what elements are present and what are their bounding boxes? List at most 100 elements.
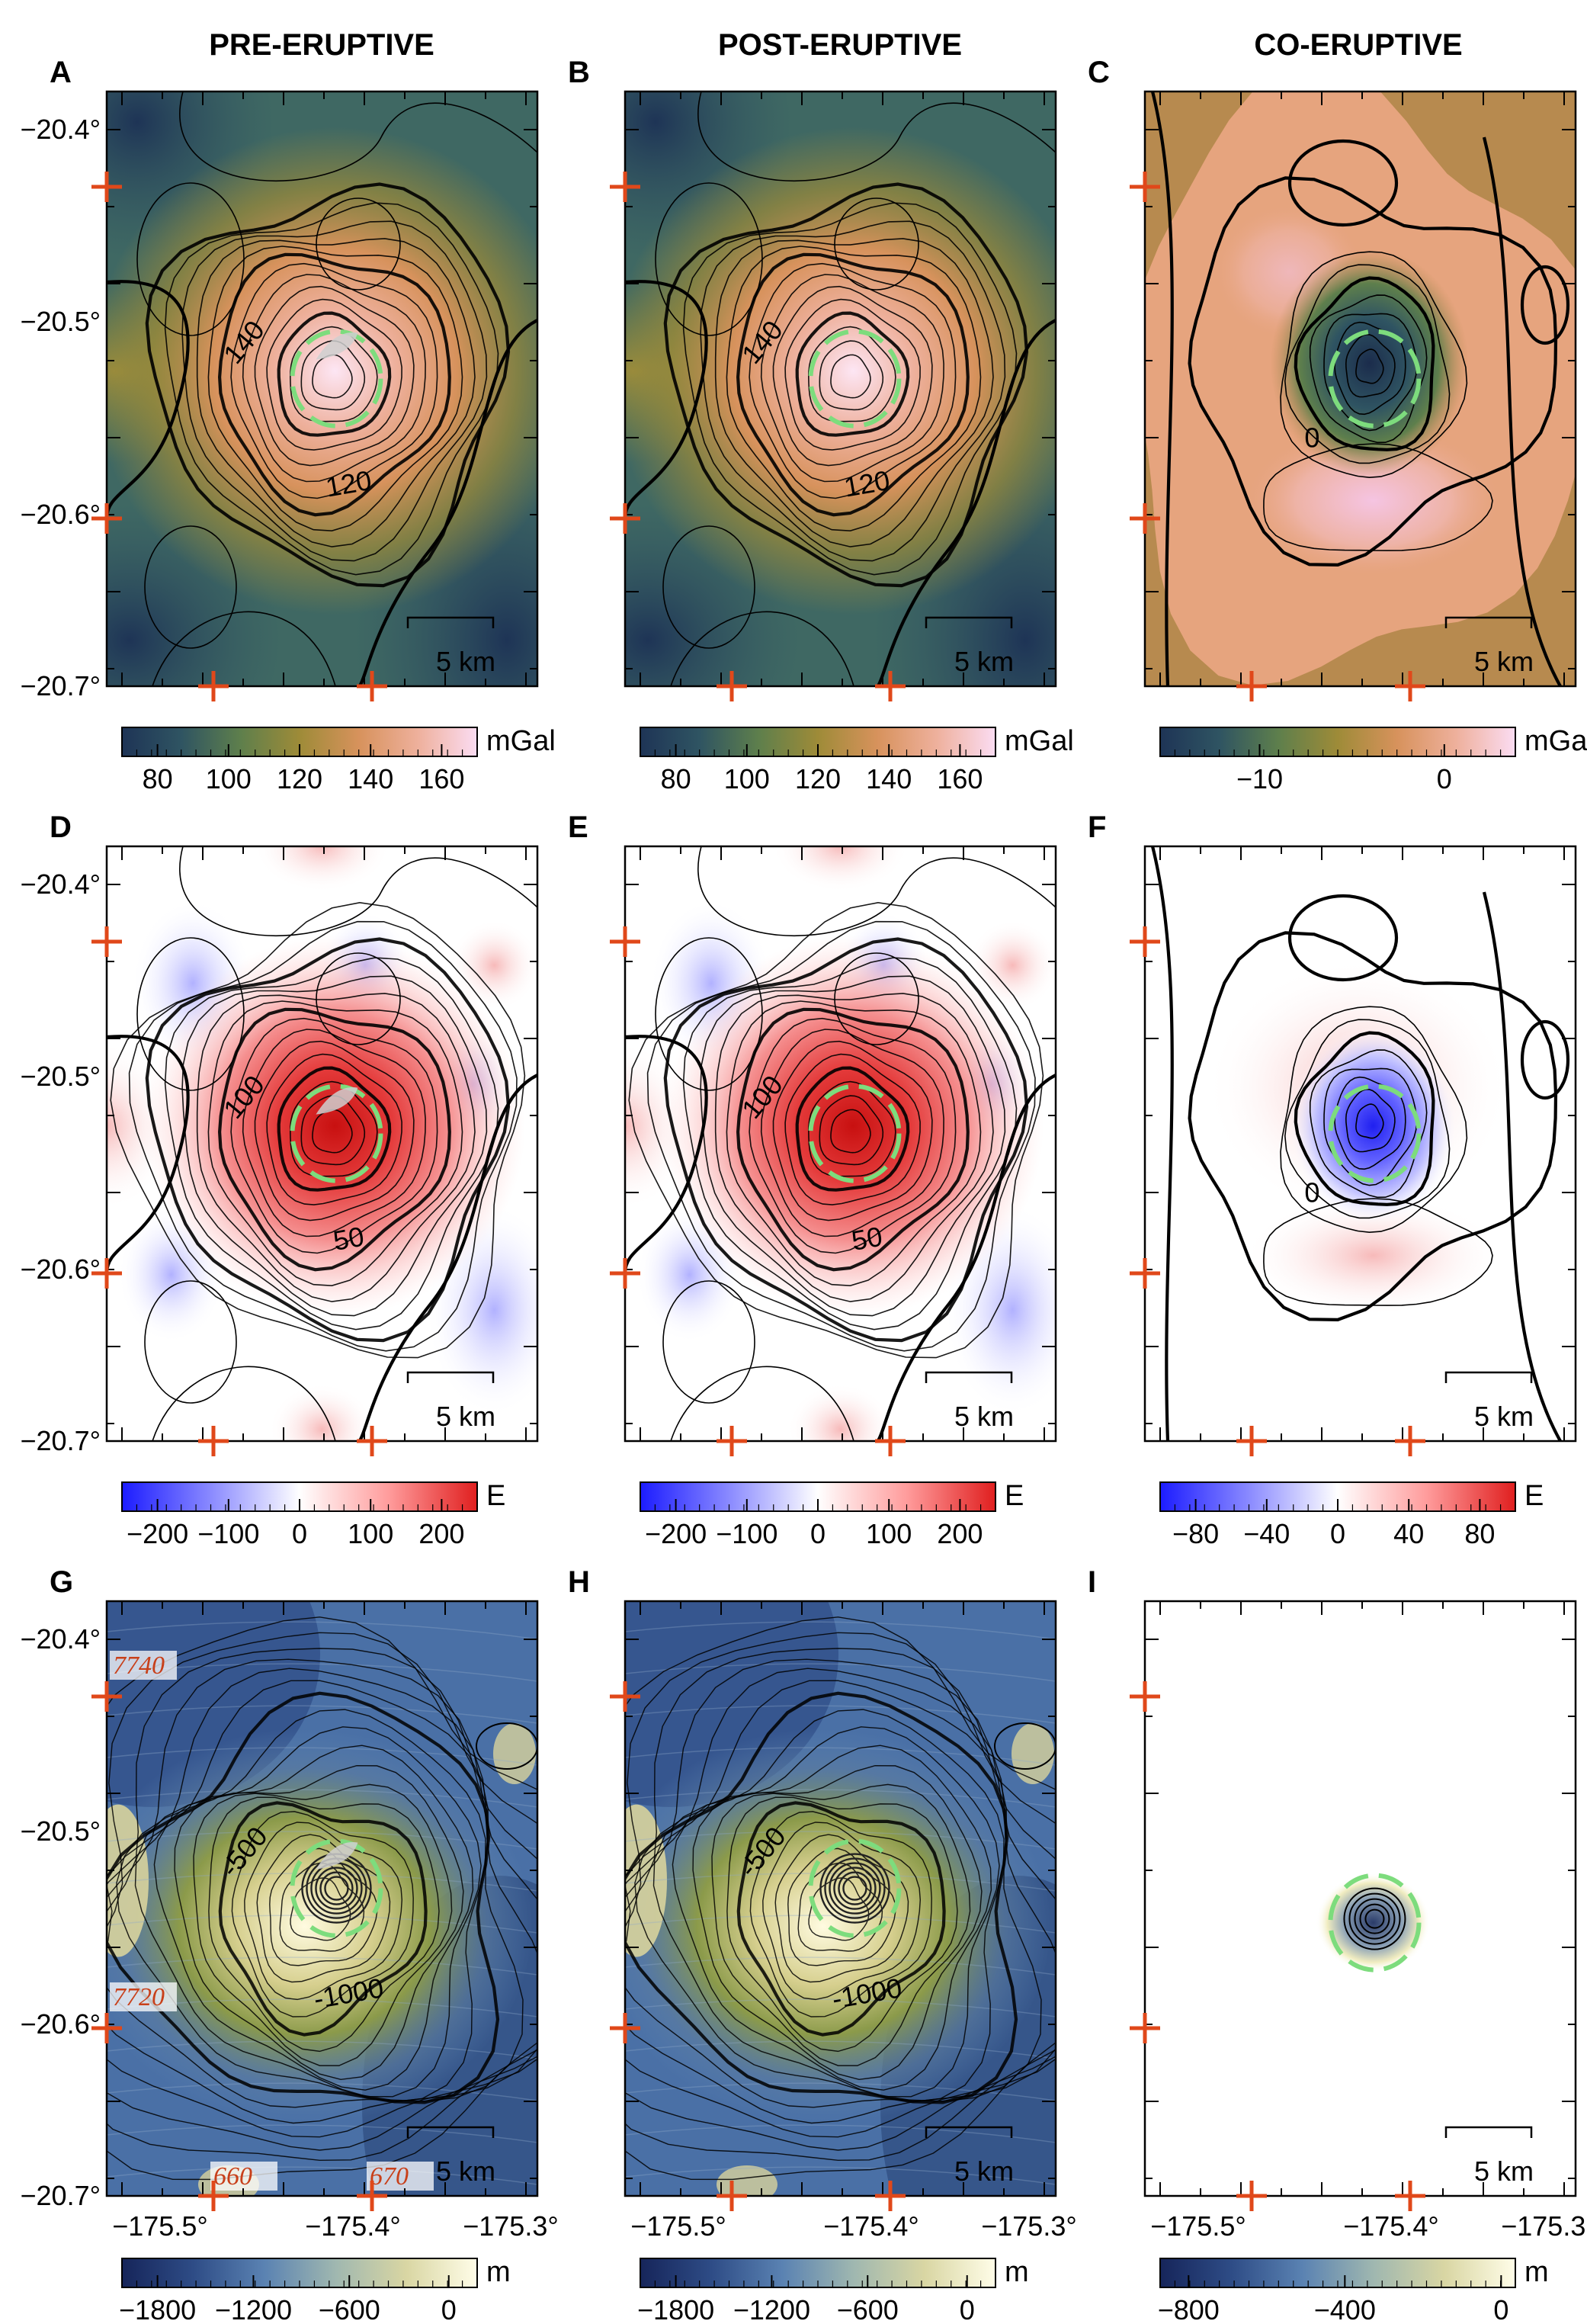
- colorbar-unit: E: [1524, 1480, 1544, 1512]
- colorbar: mGal 80 100 120 140 160: [121, 725, 556, 794]
- map-frame: [1143, 845, 1577, 1443]
- colorbar-tick-label: −100: [716, 1518, 777, 1549]
- colorbar-tick-label: −80: [1172, 1518, 1219, 1549]
- colorbar: E −80 −40 0 40 80: [1159, 1480, 1544, 1549]
- scale-bar: 5 km: [925, 2126, 1014, 2187]
- column-title: CO-ERUPTIVE: [1254, 28, 1462, 62]
- caldera-rim-outline: [808, 1083, 902, 1183]
- colorbar-tick-label: 160: [937, 763, 983, 794]
- grid-cross-marker: [357, 671, 387, 701]
- colorbar-tick-label: −600: [319, 2294, 380, 2324]
- colorbar: m −1800 −1200 −600 0: [119, 2256, 511, 2324]
- colorbar: m −800 −400 0: [1158, 2256, 1549, 2324]
- contour-label: 50: [331, 1221, 367, 1257]
- colorbar: mGal 80 100 120 140 160: [640, 725, 1074, 794]
- grid-cross-marker: [91, 503, 122, 534]
- scale-bar: 5 km: [406, 616, 495, 677]
- colorbar-unit: mGal: [1005, 725, 1074, 757]
- scale-bar: 5 km: [406, 2126, 495, 2187]
- utm-grid-label: 660: [213, 2162, 252, 2191]
- longitude-tick-label: −175.3°: [981, 2210, 1077, 2242]
- utm-grid-label: 7720: [113, 1983, 165, 2011]
- colorbar-tick-label: 100: [348, 1518, 393, 1549]
- panel-f: 0 5 km F E −80 −40 0 40 80: [1088, 811, 1577, 1549]
- map-frame: [624, 845, 1057, 1443]
- scale-bar: 5 km: [1444, 616, 1534, 677]
- caldera-rim-outline: [290, 1083, 383, 1183]
- colorbar-tick-label: 0: [292, 1518, 307, 1549]
- scale-bar: 5 km: [406, 1371, 495, 1432]
- grid-cross-marker: [198, 1426, 229, 1456]
- panel-letter: G: [50, 1565, 73, 1599]
- longitude-tick-label: −175.3°: [463, 2210, 559, 2242]
- map-frame: [105, 90, 539, 688]
- scale-bar-label: 5 km: [954, 2155, 1014, 2187]
- grid-cross-marker: [610, 1681, 640, 1712]
- colorbar-unit: E: [1005, 1480, 1024, 1512]
- colorbar: E −200 −100 0 100 200: [640, 1480, 1024, 1549]
- scale-bar: 5 km: [1444, 2126, 1534, 2187]
- grid-cross-marker: [1130, 503, 1160, 534]
- grid-cross-marker: [1236, 671, 1267, 701]
- grid-cross-marker: [91, 1258, 122, 1289]
- contour-label: 50: [849, 1221, 885, 1257]
- panel-letter: D: [50, 811, 72, 844]
- panel-letter: B: [568, 56, 590, 89]
- grid-cross-marker: [357, 2181, 387, 2211]
- grid-cross-marker: [610, 2013, 640, 2043]
- colorbar-tick-label: 160: [418, 763, 464, 794]
- colorbar-tick-label: 140: [866, 763, 912, 794]
- grid-cross-marker: [1130, 926, 1160, 957]
- colorbar-tick-label: 0: [960, 2294, 975, 2324]
- caldera-rim-outline: [1328, 329, 1422, 429]
- grid-cross-marker: [1395, 1426, 1425, 1456]
- colorbar: m −1800 −1200 −600 0: [637, 2256, 1029, 2324]
- latitude-tick-label: −20.6°: [21, 1253, 101, 1285]
- grid-cross-marker: [1236, 1426, 1267, 1456]
- colorbar-tick-label: 200: [937, 1518, 983, 1549]
- colorbar-tick-label: 100: [866, 1518, 912, 1549]
- grid-cross-marker: [1130, 2013, 1160, 2043]
- colorbar: mGal −10 0: [1159, 725, 1587, 794]
- caldera-rim-outline: [1328, 1083, 1422, 1183]
- grid-cross-marker: [91, 172, 122, 202]
- grid-cross-marker: [875, 1426, 906, 1456]
- map-field: 0: [1145, 91, 1576, 686]
- longitude-tick-label: −175.5°: [630, 2210, 726, 2242]
- longitude-tick-label: −175.3°: [1501, 2210, 1587, 2242]
- colorbar-tick-label: −100: [197, 1518, 259, 1549]
- grid-cross-marker: [610, 503, 640, 534]
- map-field: -500-1000: [625, 1601, 1056, 2196]
- map-frame: [624, 90, 1057, 688]
- latitude-tick-label: −20.5°: [21, 1061, 101, 1092]
- panel-i: 5 km I −175.5° −175.4° −175.3° m −800 −400 0: [1088, 1565, 1587, 2324]
- colorbar-tick-label: 200: [418, 1518, 464, 1549]
- scale-bar: 5 km: [1444, 1371, 1534, 1432]
- colorbar-tick-label: 0: [1493, 2294, 1508, 2324]
- grid-cross-marker: [1130, 1258, 1160, 1289]
- grid-cross-marker: [875, 671, 906, 701]
- colorbar-tick-label: 80: [1464, 1518, 1495, 1549]
- scale-bar-label: 5 km: [954, 646, 1014, 677]
- colorbar-tick-label: 0: [810, 1518, 826, 1549]
- colorbar-tick-label: −40: [1243, 1518, 1290, 1549]
- map-frame: [1143, 90, 1577, 688]
- map-frame: [105, 1600, 539, 2197]
- contour-label: 0: [1304, 422, 1319, 454]
- scale-bar-label: 5 km: [954, 1401, 1014, 1432]
- panel-letter: F: [1088, 811, 1106, 844]
- map-field: 0: [1145, 846, 1576, 1441]
- grid-cross-marker: [717, 1426, 747, 1456]
- map-frame: [624, 1600, 1057, 2197]
- grid-cross-marker: [610, 1258, 640, 1289]
- grid-cross-marker: [610, 926, 640, 957]
- scale-bar-label: 5 km: [1474, 646, 1534, 677]
- colorbar-tick-label: −1200: [733, 2294, 810, 2324]
- scale-bar: 5 km: [925, 1371, 1014, 1432]
